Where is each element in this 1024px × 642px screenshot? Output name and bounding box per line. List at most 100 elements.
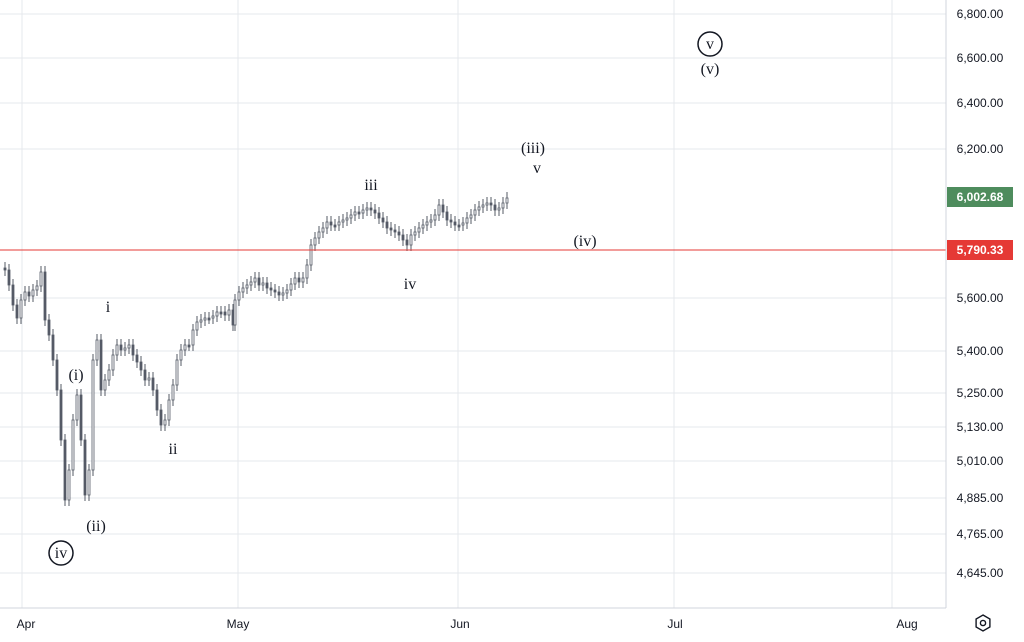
candle-body: [333, 224, 337, 228]
candle-body: [421, 224, 425, 229]
x-tick-label: Jul: [667, 617, 682, 631]
candle-body: [477, 206, 481, 211]
candle-body: [253, 277, 257, 283]
candle-body: [457, 224, 461, 228]
candle-body: [309, 244, 313, 266]
candle-body: [245, 284, 249, 289]
candle-body: [7, 269, 11, 286]
candle-body: [385, 221, 389, 229]
candle-body: [23, 291, 27, 301]
candle-body: [175, 359, 179, 386]
candle-body: [417, 227, 421, 233]
candle-body: [505, 197, 509, 204]
candle-body: [107, 369, 111, 381]
candle-body: [75, 394, 79, 421]
candle-body: [305, 264, 309, 279]
candle-body: [167, 399, 171, 421]
level-badge-label: 5,790.33: [957, 243, 1004, 257]
candle-body: [143, 369, 147, 381]
candle-body: [51, 334, 55, 361]
candle-body: [313, 237, 317, 246]
candle-body: [341, 219, 345, 223]
candle-body: [449, 219, 453, 223]
candle-body: [71, 419, 75, 471]
candle-body: [123, 347, 127, 351]
candle-body: [357, 211, 361, 215]
candle-body: [493, 204, 497, 211]
candle-body: [131, 344, 135, 356]
candle-body: [67, 469, 71, 501]
candle-body: [277, 291, 281, 296]
candle-body: [465, 217, 469, 224]
candle-body: [211, 315, 215, 319]
candle-body: [337, 221, 341, 226]
candle-body: [261, 282, 265, 286]
settings-icon[interactable]: [975, 614, 991, 632]
price-badge-label: 6,002.68: [957, 190, 1004, 204]
candle-body: [353, 211, 357, 216]
candle-body: [139, 361, 143, 371]
wave-label: (ii): [86, 518, 106, 535]
wave-label-circled: v: [706, 36, 714, 53]
candle-body: [485, 202, 489, 206]
candle-body: [301, 277, 305, 283]
candle-body: [389, 227, 393, 231]
candle-body: [497, 207, 501, 211]
candle-body: [445, 211, 449, 221]
y-tick-label: 5,600.00: [957, 291, 1004, 305]
candle-body: [369, 207, 373, 211]
candle-body: [473, 209, 477, 216]
candle-body: [401, 234, 405, 241]
x-tick-label: Aug: [896, 617, 917, 631]
wave-label: (v): [701, 61, 720, 78]
candle-body: [103, 379, 107, 391]
x-tick-label: Apr: [17, 617, 36, 631]
candle-body: [119, 344, 123, 351]
candle-body: [3, 267, 7, 271]
candle-body: [179, 349, 183, 361]
wave-label-circle: [48, 540, 74, 566]
candle-body: [501, 202, 505, 209]
candle-body: [55, 359, 59, 391]
candle-body: [397, 231, 401, 236]
time-axis: Apr May Jun Jul Aug: [17, 617, 918, 631]
candle-body: [321, 227, 325, 233]
candle-body: [405, 239, 409, 246]
candle-body: [219, 311, 223, 315]
candle-body: [285, 289, 289, 294]
candle-body: [191, 329, 195, 346]
wave-label: (i): [68, 367, 83, 384]
wave-label-circle: [697, 31, 723, 57]
candle-body: [227, 309, 231, 316]
candle-body: [87, 469, 91, 496]
candle-body: [329, 221, 333, 226]
candle-body: [223, 311, 227, 316]
wave-label: ii: [169, 441, 178, 458]
y-tick-label: 6,600.00: [957, 51, 1004, 65]
price-badge: [947, 187, 1013, 207]
candle-body: [63, 439, 67, 501]
price-axis: 6,800.00 6,600.00 6,400.00 6,200.00 6,002.68…: [947, 7, 1013, 580]
candle-body: [237, 291, 241, 301]
candle-body: [233, 299, 237, 326]
candle-body: [293, 277, 297, 285]
wave-label: v: [533, 160, 541, 177]
candle-body: [47, 319, 51, 336]
candle-body: [241, 287, 245, 293]
candle-body: [35, 285, 39, 291]
candle-body: [437, 204, 441, 216]
candle-body: [83, 439, 87, 496]
candle-body: [325, 221, 329, 229]
wave-label-circled: iv: [55, 545, 67, 562]
y-tick-label: 6,800.00: [957, 7, 1004, 21]
candle-body: [349, 214, 353, 219]
level-badge: [947, 240, 1013, 260]
candle-body: [135, 354, 139, 363]
candle-body: [289, 283, 293, 291]
wave-label: iv: [404, 276, 416, 293]
candle-body: [31, 289, 35, 297]
y-tick-label: 4,645.00: [957, 566, 1004, 580]
